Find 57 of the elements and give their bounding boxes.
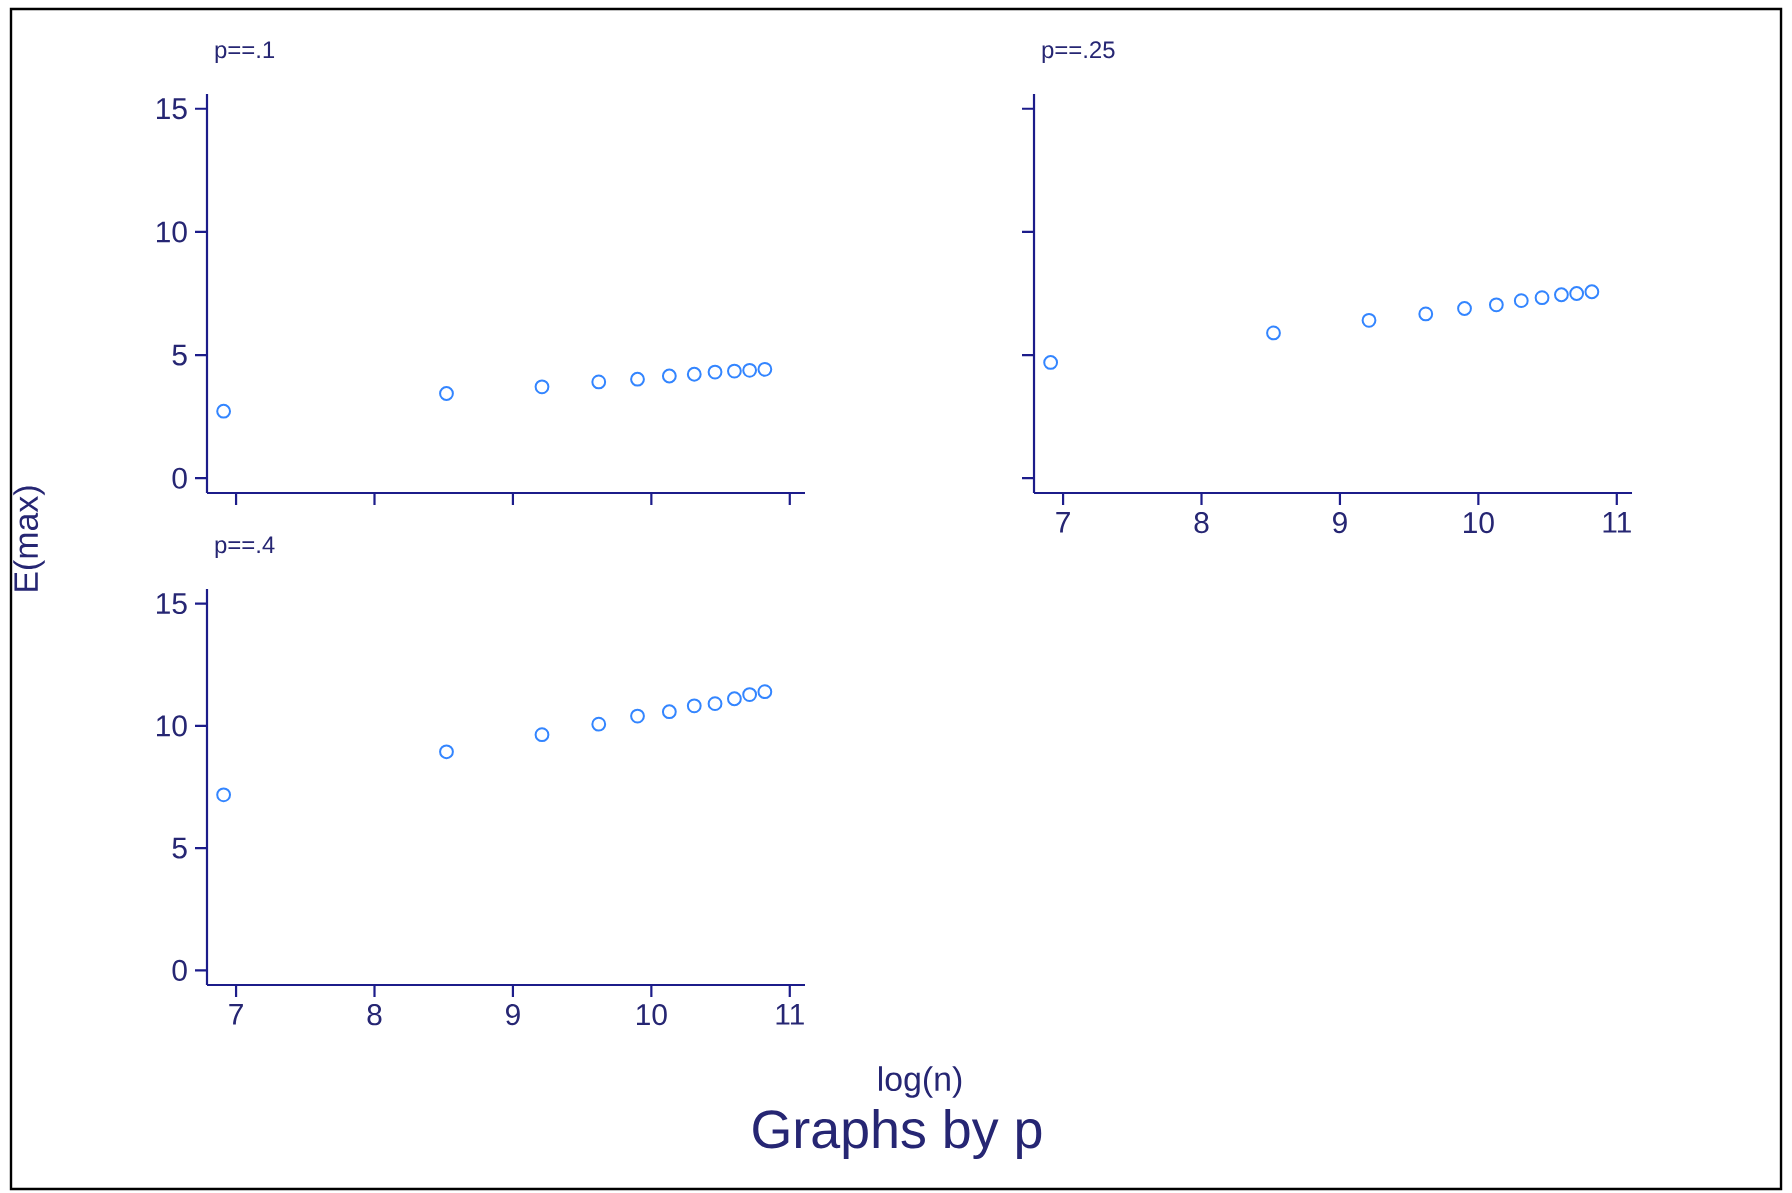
point <box>707 364 723 380</box>
point <box>216 403 232 419</box>
point <box>707 696 723 712</box>
point <box>661 368 677 384</box>
point <box>742 687 758 702</box>
y-tick-label: 0 <box>172 959 187 981</box>
x-tick-label: 10 <box>637 1004 667 1026</box>
point <box>591 716 607 732</box>
point <box>1043 355 1059 370</box>
point <box>216 787 232 803</box>
point <box>630 708 645 724</box>
y-tick-label: 15 <box>157 98 187 120</box>
point <box>439 386 454 401</box>
point <box>742 362 758 378</box>
text: Graphs by p <box>753 1108 1042 1160</box>
y-tick-label: 10 <box>157 715 187 737</box>
x-tick-label: 7 <box>1056 512 1070 533</box>
point <box>439 744 454 760</box>
x-tick-label: 11 <box>1603 512 1631 533</box>
chart-title: p==.1 <box>215 41 275 63</box>
point <box>1584 284 1600 300</box>
x-tick-label: 9 <box>1333 512 1347 534</box>
x-tick-label: 10 <box>1464 512 1494 534</box>
point <box>1534 290 1550 306</box>
chart-title: p==.4 <box>215 536 275 558</box>
point <box>630 371 645 387</box>
y-tick-label: 10 <box>157 221 187 243</box>
y-axis-title: E(max) <box>13 486 45 591</box>
x-tick-label: 7 <box>229 1004 243 1025</box>
point <box>1418 306 1434 322</box>
point <box>757 684 773 700</box>
x-tick-label: 8 <box>1194 512 1209 534</box>
point <box>686 366 702 382</box>
y-tick-label: 15 <box>157 593 187 615</box>
x-axis-title: log(n) <box>878 1066 962 1098</box>
point <box>661 704 677 720</box>
point <box>686 698 702 714</box>
point <box>534 379 550 395</box>
x-tick-label: 11 <box>776 1004 804 1025</box>
point <box>1266 325 1281 341</box>
point <box>1457 301 1472 316</box>
point <box>1513 293 1529 309</box>
point <box>1361 312 1377 328</box>
point <box>591 374 607 390</box>
y-tick-label: 5 <box>172 837 187 859</box>
x-tick-label: 8 <box>367 1004 382 1026</box>
y-tick-label: 5 <box>172 344 187 366</box>
point <box>727 363 742 379</box>
point <box>727 691 742 707</box>
point <box>534 727 550 743</box>
point <box>1554 287 1569 303</box>
point <box>757 361 773 377</box>
x-tick-label: 9 <box>506 1004 520 1026</box>
chart-title: p==.25 <box>1042 41 1115 63</box>
y-tick-label: 0 <box>172 467 187 489</box>
point <box>1488 297 1504 313</box>
point <box>1569 286 1585 301</box>
